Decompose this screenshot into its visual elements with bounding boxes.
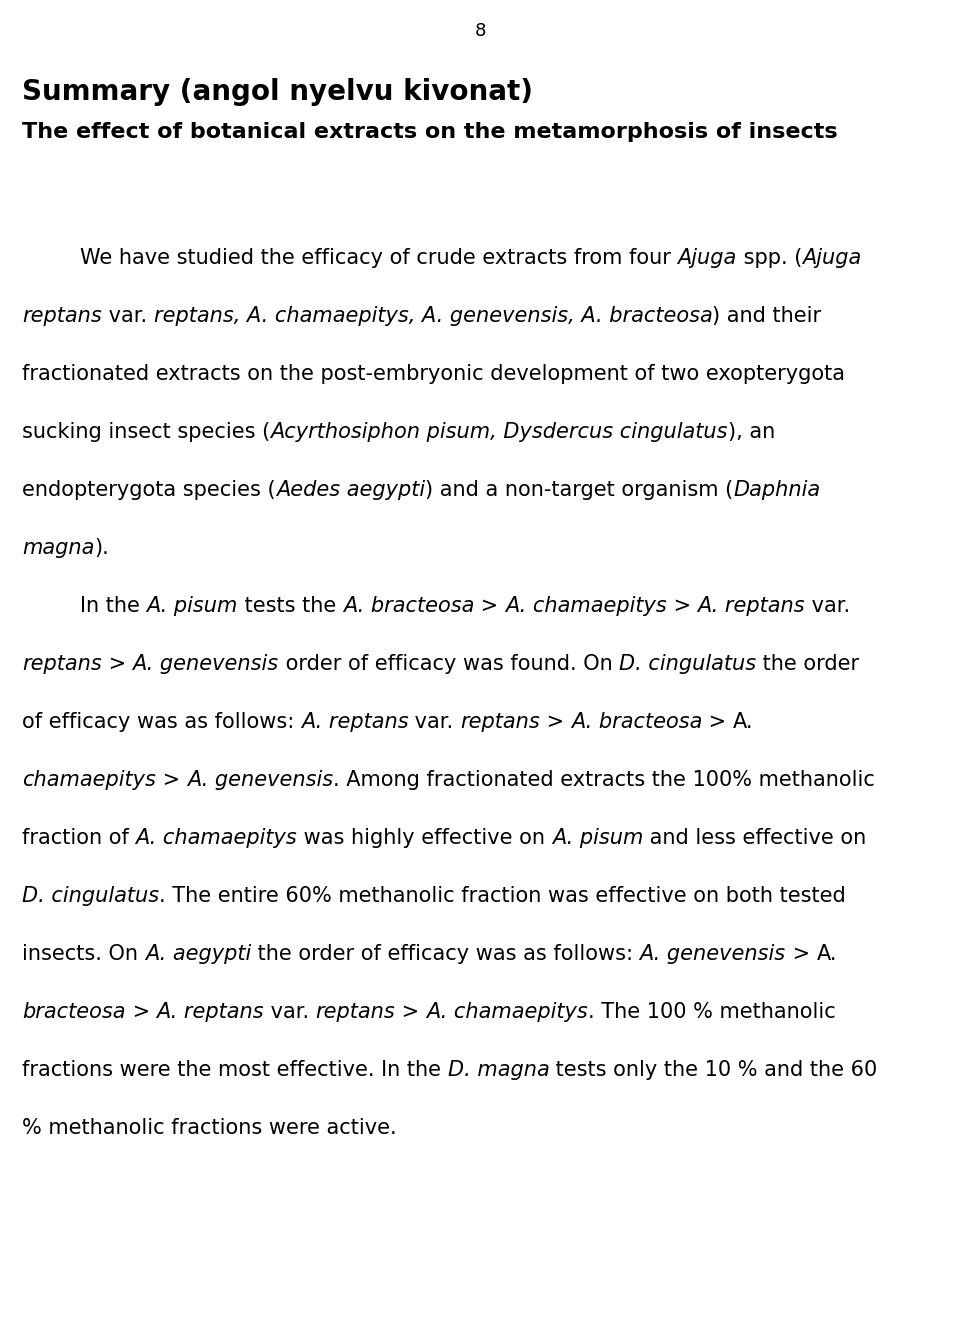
- Text: A. bracteosa: A. bracteosa: [571, 712, 702, 732]
- Text: >: >: [666, 596, 697, 616]
- Text: and less effective on: and less effective on: [643, 828, 867, 848]
- Text: A. genevensis: A. genevensis: [186, 770, 333, 790]
- Text: . The entire 60% methanolic fraction was effective on both tested: . The entire 60% methanolic fraction was…: [159, 886, 846, 906]
- Text: >: >: [156, 770, 186, 790]
- Text: sucking insect species (: sucking insect species (: [22, 422, 271, 442]
- Text: A. genevensis: A. genevensis: [132, 654, 278, 674]
- Text: A.: A.: [816, 944, 837, 964]
- Text: % methanolic fractions were active.: % methanolic fractions were active.: [22, 1119, 396, 1138]
- Text: Acyrthosiphon pisum, Dysdercus cingulatus: Acyrthosiphon pisum, Dysdercus cingulatu…: [271, 422, 728, 442]
- Text: the order of efficacy was as follows:: the order of efficacy was as follows:: [251, 944, 639, 964]
- Text: A. reptans: A. reptans: [156, 1002, 264, 1022]
- Text: A. chamaepitys: A. chamaepitys: [426, 1002, 588, 1022]
- Text: We have studied the efficacy of crude extracts from four: We have studied the efficacy of crude ex…: [80, 248, 678, 268]
- Text: the order: the order: [756, 654, 859, 674]
- Text: A. bracteosa: A. bracteosa: [343, 596, 474, 616]
- Text: fractions were the most effective. In the: fractions were the most effective. In th…: [22, 1060, 447, 1080]
- Text: reptans: reptans: [316, 1002, 396, 1022]
- Text: A. genevensis: A. genevensis: [639, 944, 785, 964]
- Text: 8: 8: [474, 22, 486, 40]
- Text: fraction of: fraction of: [22, 828, 135, 848]
- Text: ).: ).: [94, 538, 109, 558]
- Text: Ajuga: Ajuga: [803, 248, 861, 268]
- Text: var.: var.: [409, 712, 460, 732]
- Text: A. aegypti: A. aegypti: [145, 944, 251, 964]
- Text: A.: A.: [732, 712, 754, 732]
- Text: In the: In the: [80, 596, 147, 616]
- Text: A. pisum: A. pisum: [552, 828, 643, 848]
- Text: ) and a non-target organism (: ) and a non-target organism (: [424, 480, 733, 500]
- Text: >: >: [474, 596, 505, 616]
- Text: tests only the 10 % and the 60: tests only the 10 % and the 60: [549, 1060, 877, 1080]
- Text: Summary (angol nyelvu kivonat): Summary (angol nyelvu kivonat): [22, 78, 533, 106]
- Text: A. reptans: A. reptans: [697, 596, 805, 616]
- Text: A. chamaepitys: A. chamaepitys: [505, 596, 666, 616]
- Text: D. magna: D. magna: [447, 1060, 549, 1080]
- Text: bracteosa: bracteosa: [22, 1002, 126, 1022]
- Text: A. pisum: A. pisum: [147, 596, 238, 616]
- Text: magna: magna: [22, 538, 94, 558]
- Text: ) and their: ) and their: [712, 306, 822, 326]
- Text: Aedes aegypti: Aedes aegypti: [276, 480, 424, 500]
- Text: D. cingulatus: D. cingulatus: [22, 886, 159, 906]
- Text: The effect of botanical extracts on the metamorphosis of insects: The effect of botanical extracts on the …: [22, 121, 838, 142]
- Text: fractionated extracts on the post-embryonic development of two exopterygota: fractionated extracts on the post-embryo…: [22, 364, 845, 384]
- Text: ), an: ), an: [728, 422, 775, 442]
- Text: >: >: [702, 712, 732, 732]
- Text: Daphnia: Daphnia: [733, 480, 820, 500]
- Text: insects. On: insects. On: [22, 944, 145, 964]
- Text: endopterygota species (: endopterygota species (: [22, 480, 276, 500]
- Text: Ajuga: Ajuga: [678, 248, 736, 268]
- Text: of efficacy was as follows:: of efficacy was as follows:: [22, 712, 300, 732]
- Text: reptans: reptans: [22, 654, 102, 674]
- Text: >: >: [785, 944, 816, 964]
- Text: A. chamaepitys: A. chamaepitys: [135, 828, 298, 848]
- Text: chamaepitys: chamaepitys: [22, 770, 156, 790]
- Text: >: >: [540, 712, 571, 732]
- Text: var.: var.: [264, 1002, 316, 1022]
- Text: A. reptans: A. reptans: [300, 712, 409, 732]
- Text: . Among fractionated extracts the 100% methanolic: . Among fractionated extracts the 100% m…: [333, 770, 875, 790]
- Text: reptans: reptans: [22, 306, 102, 326]
- Text: tests the: tests the: [238, 596, 343, 616]
- Text: was highly effective on: was highly effective on: [298, 828, 552, 848]
- Text: >: >: [126, 1002, 156, 1022]
- Text: spp. (: spp. (: [736, 248, 803, 268]
- Text: var.: var.: [805, 596, 851, 616]
- Text: order of efficacy was found. On: order of efficacy was found. On: [278, 654, 619, 674]
- Text: >: >: [396, 1002, 426, 1022]
- Text: >: >: [102, 654, 132, 674]
- Text: reptans: reptans: [460, 712, 540, 732]
- Text: reptans, A. chamaepitys, A. genevensis, A. bracteosa: reptans, A. chamaepitys, A. genevensis, …: [154, 306, 712, 326]
- Text: . The 100 % methanolic: . The 100 % methanolic: [588, 1002, 835, 1022]
- Text: D. cingulatus: D. cingulatus: [619, 654, 756, 674]
- Text: var.: var.: [102, 306, 154, 326]
